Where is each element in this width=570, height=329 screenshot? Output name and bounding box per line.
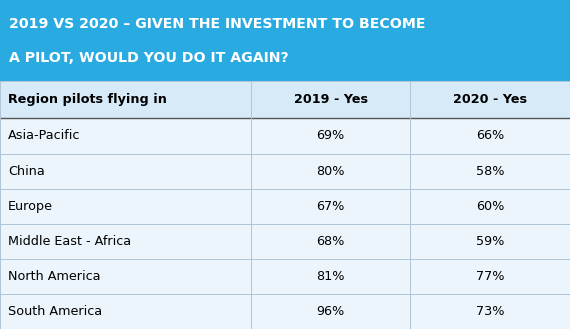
Bar: [0, 224, 570, 259]
Bar: [0, 81, 570, 118]
Bar: [0, 0, 570, 81]
Bar: [0, 189, 570, 224]
Text: 80%: 80%: [316, 164, 345, 178]
Text: 60%: 60%: [476, 200, 504, 213]
Text: 81%: 81%: [316, 270, 345, 283]
Text: 67%: 67%: [316, 200, 345, 213]
Text: North America: North America: [8, 270, 100, 283]
Text: 96%: 96%: [316, 305, 345, 318]
Text: 68%: 68%: [316, 235, 345, 248]
Text: 2019 VS 2020 – GIVEN THE INVESTMENT TO BECOME: 2019 VS 2020 – GIVEN THE INVESTMENT TO B…: [9, 17, 426, 31]
Text: Middle East - Africa: Middle East - Africa: [8, 235, 131, 248]
Text: 2019 - Yes: 2019 - Yes: [294, 93, 368, 106]
Bar: [0, 259, 570, 294]
Text: A PILOT, WOULD YOU DO IT AGAIN?: A PILOT, WOULD YOU DO IT AGAIN?: [9, 51, 289, 65]
Bar: [0, 154, 570, 189]
Text: Europe: Europe: [8, 200, 53, 213]
Text: 77%: 77%: [476, 270, 504, 283]
Text: 66%: 66%: [476, 130, 504, 142]
Text: 58%: 58%: [476, 164, 504, 178]
Text: Region pilots flying in: Region pilots flying in: [8, 93, 167, 106]
Text: Asia-Pacific: Asia-Pacific: [8, 130, 80, 142]
Text: South America: South America: [8, 305, 102, 318]
Text: 69%: 69%: [316, 130, 345, 142]
Bar: [0, 294, 570, 329]
Bar: [0, 118, 570, 154]
Text: 73%: 73%: [476, 305, 504, 318]
Text: China: China: [8, 164, 44, 178]
Text: 2020 - Yes: 2020 - Yes: [453, 93, 527, 106]
Text: 59%: 59%: [476, 235, 504, 248]
